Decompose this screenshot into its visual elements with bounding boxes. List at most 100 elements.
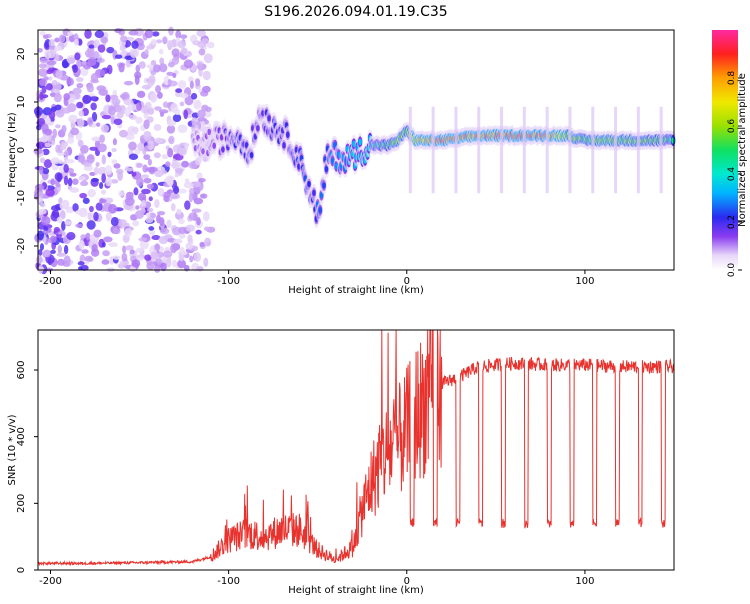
spectrogram-cell [37, 230, 45, 241]
spectrogram-cell [74, 210, 85, 215]
spectrogram-cell [166, 124, 176, 134]
spectrogram-cell [128, 153, 139, 160]
spectrogram-cell [39, 78, 47, 86]
spectrogram-cell [103, 236, 113, 243]
spectrogram-cell [75, 77, 84, 83]
spectrogram-cell [143, 177, 152, 184]
spectrogram-cell [145, 101, 152, 109]
spectrogram-cell [124, 167, 134, 172]
spectrogram-cell [78, 266, 83, 271]
spectrogram-cell [500, 106, 504, 194]
spectrogram-cell [201, 85, 211, 93]
spectrogram-cell [184, 142, 189, 151]
spectrogram-cell [180, 47, 188, 55]
spectrogram-cell [545, 106, 549, 194]
spectrogram-cell [119, 44, 126, 52]
spectrogram-cell [99, 134, 105, 143]
spectrogram-cell [105, 177, 113, 187]
spectrogram-cell [148, 196, 153, 202]
spectrogram-cell [66, 232, 76, 241]
spectrogram-cell [57, 151, 67, 156]
spectrogram-cell [78, 110, 84, 117]
spectrogram-cell [81, 249, 89, 254]
spectrogram-cell [100, 189, 107, 195]
spectrogram-cell [36, 141, 45, 149]
spectrogram-cell [112, 138, 117, 146]
spectrogram-cell [147, 158, 152, 166]
spectrogram-cell [95, 161, 100, 167]
spectrogram-cell [324, 165, 329, 173]
spectrogram-y-ticks: -20 -10 0 10 20 [16, 48, 38, 254]
spectrogram-cell [136, 90, 146, 99]
spectrogram-cell [99, 181, 104, 189]
spectrogram-cell [80, 180, 89, 187]
spectrogram-cell [171, 259, 178, 268]
spectrogram-cell [128, 141, 137, 151]
y-tick-label: 0 [16, 147, 27, 153]
spectrogram-cell [43, 159, 53, 169]
spectrogram-cell [101, 241, 106, 248]
spectrogram-cell [131, 40, 139, 50]
spectrogram-cell [50, 178, 56, 186]
x-tick-label: 0 [404, 276, 410, 287]
spectrogram-cell [174, 168, 184, 174]
spectrogram-cell [111, 159, 118, 165]
spectrogram-cell [158, 48, 164, 55]
spectrogram-cell [134, 74, 140, 85]
spectrogram-cell [72, 178, 79, 185]
spectrogram-cell [101, 259, 110, 265]
spectrogram-cell [119, 260, 130, 266]
spectrogram-cell [113, 163, 121, 169]
spectrogram-cell [67, 57, 76, 64]
spectrogram-cell [58, 197, 63, 205]
spectrogram-cell [196, 29, 206, 37]
spectrogram-cell [39, 57, 48, 64]
spectrogram-cell [53, 92, 62, 103]
spectrogram-cell [148, 226, 155, 231]
spectrogram-cell [189, 80, 194, 90]
spectrogram-cell [175, 30, 182, 39]
spectrogram-cell [82, 197, 90, 204]
spectrogram-cell [143, 145, 149, 152]
spectrogram-cell [153, 152, 161, 159]
x-tick-label: -200 [39, 576, 62, 587]
spectrogram-cell [54, 104, 62, 111]
x-tick-label: -100 [217, 276, 240, 287]
spectrogram-cell [170, 193, 181, 200]
spectrogram-cell [64, 220, 72, 226]
spectrogram-cell [69, 187, 80, 193]
spectrogram-cell [84, 255, 93, 262]
spectrogram-cell [198, 177, 206, 183]
spectrogram-cell [94, 30, 105, 39]
spectrogram-cell [160, 262, 167, 272]
spectrogram-cell [138, 237, 148, 242]
spectrogram-cell [44, 249, 51, 258]
spectrogram-cell [185, 224, 196, 232]
spectrogram-cell [181, 160, 189, 168]
spectrogram-cell [249, 151, 254, 159]
spectrogram-cell [105, 197, 114, 204]
spectrogram-cell [147, 140, 154, 151]
spectrogram-cell [172, 72, 177, 78]
spectrogram-cell [61, 125, 67, 134]
spectrogram-cell [154, 106, 162, 111]
colorbar-label: Normalized spectral amplitude [737, 73, 748, 227]
spectrogram-cell [35, 124, 42, 131]
spectrogram-cell [190, 92, 198, 100]
spectrogram-cell [114, 104, 122, 113]
spectrogram-cell [143, 154, 151, 160]
spectrogram-cell [172, 114, 182, 123]
spectrogram-cell [138, 61, 146, 69]
spectrogram-cell [202, 211, 210, 222]
spectrogram-cell [72, 64, 78, 73]
spectrogram-cell [152, 31, 160, 37]
spectrogram-cell [178, 218, 185, 225]
spectrogram-cell [70, 127, 80, 136]
spectrogram-cell [96, 85, 106, 92]
spectrogram-cell [179, 246, 185, 256]
spectrogram-cell [120, 35, 128, 43]
spectrogram-cell [90, 72, 99, 83]
spectrogram-x-label: Height of straight line (km) [288, 285, 424, 296]
spectrogram-cell [56, 252, 67, 257]
spectrogram-cell [129, 249, 135, 255]
